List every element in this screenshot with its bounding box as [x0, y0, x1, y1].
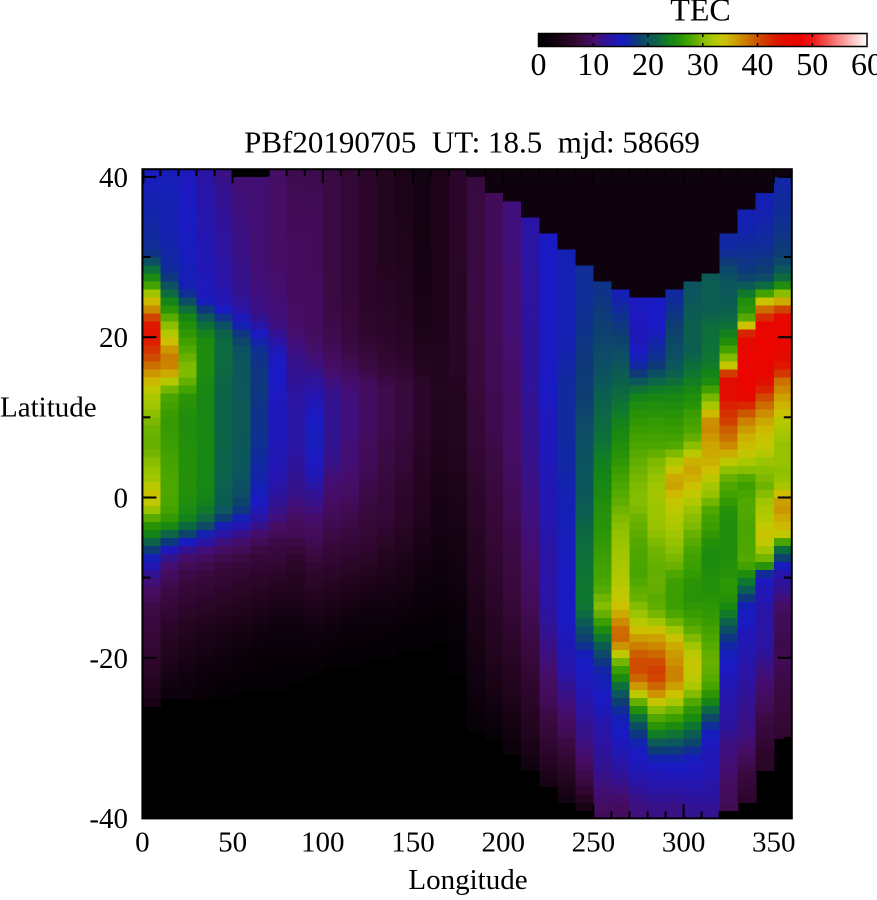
svg-text:300: 300 — [662, 827, 706, 859]
svg-text:250: 250 — [572, 827, 616, 859]
svg-text:20: 20 — [99, 322, 128, 354]
svg-text:150: 150 — [391, 827, 435, 859]
svg-text:60: 60 — [851, 46, 877, 82]
svg-text:40: 40 — [742, 46, 774, 82]
svg-text:0: 0 — [531, 46, 547, 82]
svg-text:Longitude: Longitude — [408, 864, 527, 896]
svg-text:-20: -20 — [89, 643, 128, 675]
svg-text:PBf20190705 UT: 18.5 mjd: 58: PBf20190705 UT: 18.5 mjd: 58669 — [244, 125, 700, 160]
svg-text:0: 0 — [135, 827, 150, 859]
svg-text:Latitude: Latitude — [0, 392, 97, 424]
svg-text:200: 200 — [481, 827, 525, 859]
svg-text:20: 20 — [632, 46, 664, 82]
svg-text:100: 100 — [301, 827, 345, 859]
svg-text:50: 50 — [796, 46, 828, 82]
svg-text:0: 0 — [114, 483, 129, 515]
svg-text:350: 350 — [752, 827, 796, 859]
svg-text:50: 50 — [218, 827, 247, 859]
svg-text:30: 30 — [687, 46, 719, 82]
svg-text:-40: -40 — [89, 803, 128, 835]
svg-text:40: 40 — [99, 162, 128, 194]
svg-text:10: 10 — [577, 46, 609, 82]
svg-text:TEC: TEC — [670, 0, 730, 28]
